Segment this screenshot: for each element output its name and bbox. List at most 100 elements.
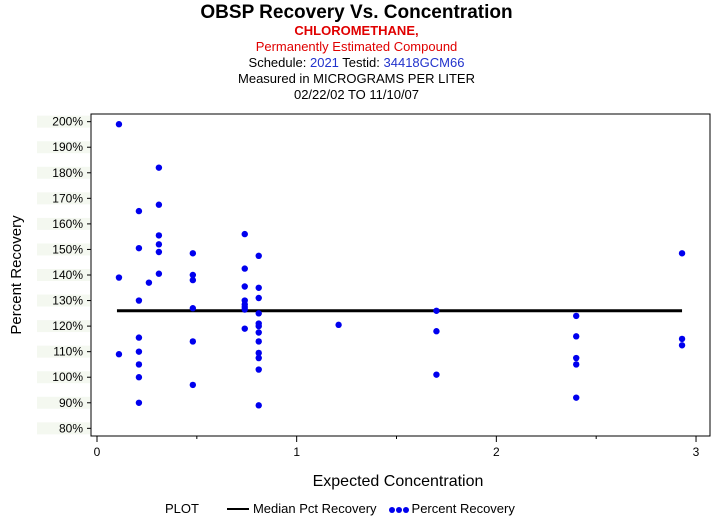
y-label-bands: [37, 115, 90, 435]
y-tick-label: 130%: [52, 294, 83, 308]
data-point: [135, 207, 143, 215]
y-tick-label: 140%: [52, 268, 83, 282]
schedule-link[interactable]: 2021: [309, 55, 339, 70]
legend-points-swatch: [388, 501, 410, 516]
y-axis: 80% 90% 100% 110% 120% 130% 140% 150% 160% 170% 18…: [52, 115, 91, 435]
y-label-band: [37, 396, 90, 409]
data-point: [255, 402, 262, 409]
y-tick-label: 160%: [52, 217, 83, 231]
x-tick-label: 3: [693, 445, 700, 459]
data-point: [255, 349, 262, 357]
chart-title: OBSP Recovery Vs. Concentration: [200, 2, 513, 23]
y-tick-label: 80%: [59, 421, 83, 435]
y-label-band: [37, 217, 90, 230]
data-point: [255, 366, 262, 373]
data-point: [255, 322, 262, 330]
data-point: [433, 328, 440, 335]
schedule-line: Schedule: 2021 Testid: 34418GCM66: [0, 55, 713, 70]
data-point: [189, 381, 197, 389]
data-point: [135, 297, 143, 304]
data-point: [573, 354, 580, 362]
data-point: [573, 333, 580, 340]
data-point: [573, 394, 580, 401]
data-point: [189, 250, 197, 257]
data-point: [135, 374, 143, 381]
y-tick-label: 170%: [52, 191, 83, 205]
x-axis-title: Expected Concentration: [313, 473, 484, 490]
data-point: [241, 230, 248, 238]
data-point: [115, 274, 123, 281]
data-point: [433, 307, 440, 314]
data-point: [255, 252, 262, 260]
data-point: [155, 248, 163, 256]
x-tick-label: 2: [493, 445, 500, 459]
y-tick-label: 120%: [52, 319, 83, 333]
data-point: [433, 371, 440, 378]
data-point: [155, 201, 163, 208]
data-point: [255, 329, 262, 336]
x-tick-label: 1: [293, 445, 300, 459]
y-label-band: [37, 422, 90, 435]
y-label-band: [37, 115, 90, 128]
units-line: Measured in MICROGRAMS PER LITER: [238, 71, 475, 86]
y-label-band: [37, 294, 90, 307]
data-point: [255, 294, 262, 302]
y-label-band: [37, 269, 90, 281]
testid-link[interactable]: 34418GCM66: [383, 55, 465, 70]
data-point: [573, 361, 580, 368]
data-point: [573, 312, 580, 320]
compound-note: Permanently Estimated Compound: [255, 39, 458, 54]
y-label-band: [37, 320, 90, 333]
data-point: [135, 244, 143, 252]
data-point: [678, 250, 686, 257]
legend-prefix: PLOT: [165, 501, 199, 517]
schedule-label: Schedule:: [248, 55, 307, 70]
y-label-band: [37, 192, 90, 205]
data-point: [255, 310, 262, 317]
y-tick-label: 150%: [52, 242, 83, 256]
data-point: [189, 276, 197, 284]
data-point: [678, 335, 686, 343]
testid-label: Testid:: [342, 55, 380, 70]
data-point: [189, 338, 197, 345]
data-point: [135, 348, 143, 355]
data-point: [241, 306, 248, 313]
data-point: [189, 271, 197, 279]
data-point: [135, 399, 143, 406]
y-label-band: [37, 243, 90, 256]
x-axis: 0 1 2 3: [94, 436, 700, 459]
data-point: [155, 241, 163, 248]
data-point: [678, 342, 686, 349]
date-range: 02/22/02 TO 11/10/07: [293, 87, 420, 102]
data-point: [255, 354, 262, 362]
data-point: [155, 164, 163, 171]
data-point: [335, 321, 342, 329]
y-label-band: [37, 166, 90, 179]
data-point: [135, 334, 143, 341]
plot-area: [90, 113, 711, 437]
data-points: [115, 121, 686, 409]
y-tick-label: 100%: [52, 370, 83, 384]
x-tick-label: 0: [94, 445, 101, 459]
data-point: [135, 361, 143, 368]
y-tick-label: 90%: [59, 396, 83, 410]
data-point: [241, 265, 248, 272]
data-point: [155, 232, 163, 239]
data-point: [255, 338, 262, 345]
data-point: [145, 279, 153, 286]
data-point: [241, 283, 248, 290]
data-point: [155, 270, 163, 277]
y-tick-label: 180%: [52, 166, 83, 180]
legend-points-label: Percent Recovery: [411, 501, 515, 517]
legend-median-swatch: [226, 507, 249, 510]
data-point: [255, 284, 262, 291]
data-point: [115, 121, 123, 128]
legend-median-label: Median Pct Recovery: [252, 501, 377, 517]
legend: PLOT Median Pct Recovery Percent Recovery: [165, 500, 515, 516]
y-tick-label: 200%: [52, 115, 83, 129]
y-label-band: [37, 371, 90, 384]
data-point: [189, 305, 197, 312]
y-label-band: [37, 345, 90, 358]
y-tick-label: 110%: [53, 345, 83, 359]
